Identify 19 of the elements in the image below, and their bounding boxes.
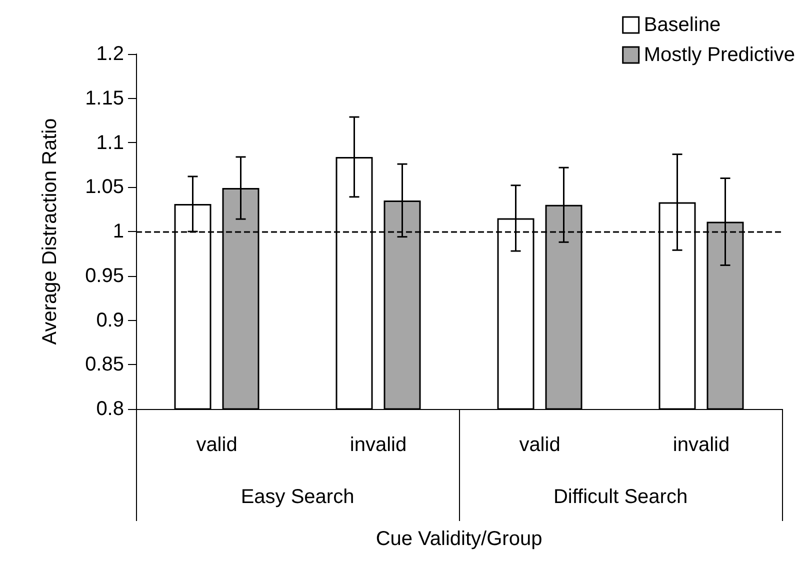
legend-label: Baseline	[644, 14, 721, 36]
x-tick-label: invalid	[672, 434, 730, 456]
y-tick-label: 1.2	[96, 43, 124, 65]
y-tick-label: 0.9	[96, 309, 124, 332]
legend-label: Mostly Predictive	[644, 44, 796, 66]
y-tick-label: 0.85	[85, 354, 124, 376]
y-tick-label: 1	[112, 220, 124, 242]
x-tick-label: valid	[196, 434, 238, 456]
y-axis-title: Average Distraction Ratio	[39, 118, 61, 345]
x-axis-title: Cue Validity/Group	[376, 528, 542, 550]
y-tick-label: 0.95	[85, 264, 124, 287]
x-tick-label: invalid	[350, 434, 407, 456]
y-tick-label: 1.05	[85, 176, 124, 198]
text: Easy Search	[240, 486, 354, 508]
y-tick-label: 1.1	[96, 132, 124, 154]
x-tick-label: valid	[519, 434, 560, 456]
text: Difficult Search	[553, 486, 688, 508]
y-tick-label: 1.15	[85, 87, 124, 110]
y-tick-label: 0.8	[96, 398, 124, 420]
